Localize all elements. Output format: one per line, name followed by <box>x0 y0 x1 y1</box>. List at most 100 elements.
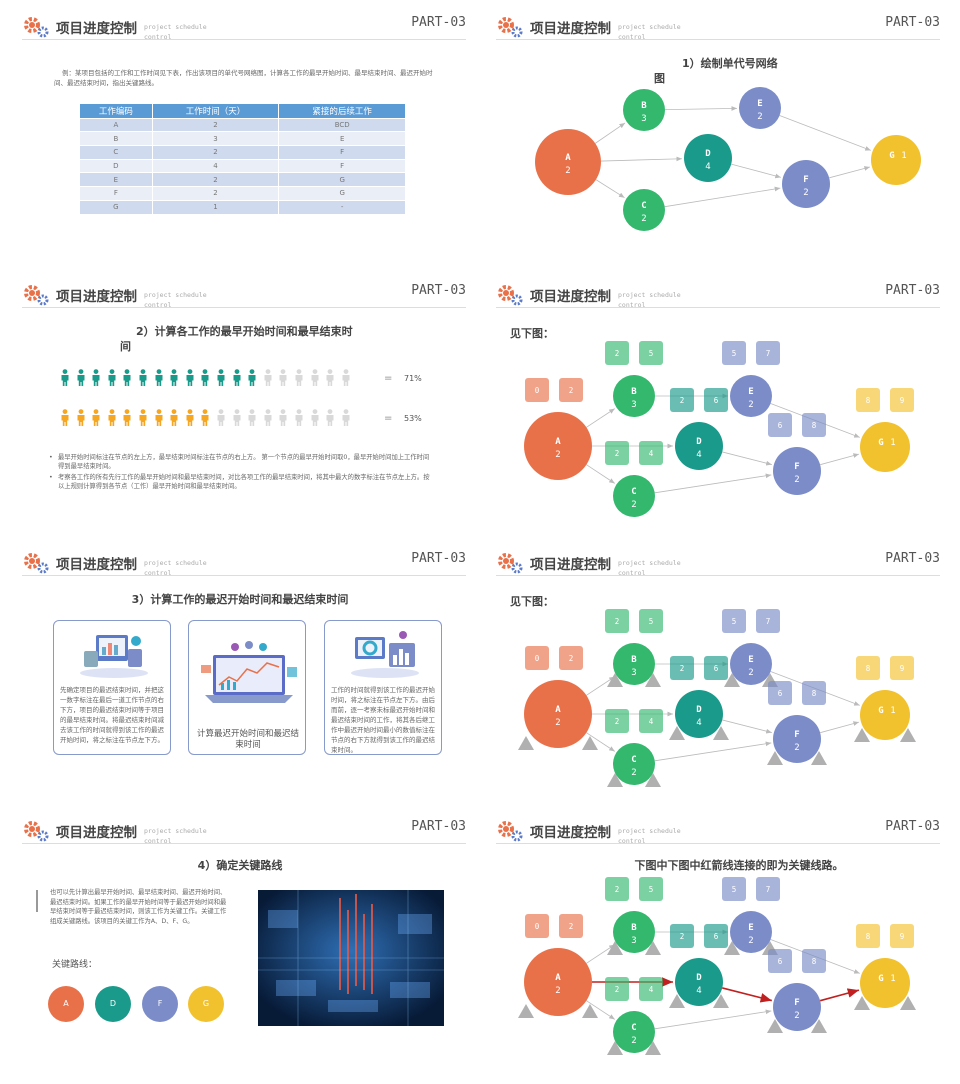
dashboard-illustration <box>80 635 148 678</box>
svg-text:3: 3 <box>641 114 646 124</box>
card-text: 计算最迟开始时间和最迟结束时间 <box>196 729 299 750</box>
early-finish-box: 7 <box>756 341 780 365</box>
node-b: 2 5 B 3 <box>605 341 663 417</box>
table-cell: F <box>278 158 406 173</box>
network-diagram: 0 2 A 2 2 5 B 3 2 4 C 2 2 6 D 4 5 7 E 2 6 8 F 2 8 9 G 1 <box>524 341 914 517</box>
slide-title-line2: 间 <box>120 340 131 353</box>
late-finish-marker <box>900 996 916 1010</box>
edge-D-F <box>731 163 781 179</box>
edge-B-E <box>664 106 738 111</box>
early-finish-box: 6 <box>704 924 728 948</box>
analytics-illustration <box>351 631 419 678</box>
early-start-box: 6 <box>768 413 792 437</box>
svg-text:F: F <box>794 998 799 1008</box>
early-finish-box: 5 <box>639 877 663 901</box>
quote-bar <box>36 890 38 912</box>
svg-text:7: 7 <box>766 349 771 358</box>
svg-text:2: 2 <box>680 664 685 673</box>
early-finish-box: 2 <box>559 646 583 670</box>
edge-A-B <box>595 122 626 144</box>
early-finish-box: 4 <box>639 709 663 733</box>
table-cell: G <box>80 199 153 214</box>
early-start-box: 6 <box>768 681 792 705</box>
node-b: 2 5 B 3 <box>605 877 663 955</box>
early-finish-box: 9 <box>890 656 914 680</box>
early-finish-box: 8 <box>802 681 826 705</box>
svg-text:2: 2 <box>641 214 646 224</box>
svg-text:2: 2 <box>794 743 799 753</box>
card-text: 工作的时间就得到该工作的最迟开始时间，将之标注在节点左下方。由后而前，逐一考察未… <box>331 686 435 754</box>
edge-E-G <box>779 115 871 151</box>
slide-3: 项目进度控制 project schedule control PART-03 … <box>0 268 474 536</box>
table-cell: E <box>278 131 406 146</box>
svg-text:2: 2 <box>569 654 574 663</box>
late-start-marker <box>607 941 623 955</box>
svg-text:5: 5 <box>649 885 654 894</box>
header-title: 项目进度控制 <box>530 825 611 841</box>
svg-text:F: F <box>794 462 799 472</box>
early-finish-box: 9 <box>890 388 914 412</box>
svg-text:9: 9 <box>900 932 905 941</box>
slide-8: 项目进度控制 project schedule control PART-03 … <box>474 804 948 1072</box>
svg-text:3: 3 <box>631 668 636 678</box>
percent-label-2: 53% <box>404 414 422 423</box>
slide-5: 项目进度控制 project schedule control PART-03 … <box>0 536 474 804</box>
svg-text:0: 0 <box>535 654 540 663</box>
slide-title-line1: 2）计算各工作的最早开始时间和最早结束时 <box>136 325 353 338</box>
svg-text:4: 4 <box>649 717 654 726</box>
svg-text:4: 4 <box>696 986 701 996</box>
svg-text:4: 4 <box>649 449 654 458</box>
edge-F-G <box>820 721 860 734</box>
svg-text:2: 2 <box>748 936 753 946</box>
svg-text:2: 2 <box>615 885 620 894</box>
table-cell: B <box>80 131 153 146</box>
table-cell: F <box>80 185 153 201</box>
late-finish-marker <box>582 736 598 750</box>
edge-A-C <box>586 732 616 752</box>
svg-text:G: G <box>889 151 894 161</box>
node-b: B3 <box>623 89 665 131</box>
early-start-box: 5 <box>722 609 746 633</box>
svg-text:8: 8 <box>812 421 817 430</box>
svg-text:5: 5 <box>649 617 654 626</box>
edge-C-F <box>654 741 772 762</box>
early-finish-box: 8 <box>802 413 826 437</box>
early-finish-box: 4 <box>639 441 663 465</box>
table-cell: 2 <box>152 172 280 187</box>
laptop-illustration <box>201 641 297 703</box>
svg-text:5: 5 <box>732 349 737 358</box>
percent-label-1: 71% <box>404 374 422 383</box>
node-a: 0 2 A 2 <box>518 646 598 750</box>
card-3: 工作的时间就得到该工作的最迟开始时间，将之标注在节点左下方。由后而前，逐一考察未… <box>324 620 442 755</box>
early-finish-box: 6 <box>704 388 728 412</box>
equals-sign: = <box>384 373 393 384</box>
header-title: 项目进度控制 <box>530 21 611 37</box>
svg-text:1: 1 <box>890 974 895 984</box>
svg-text:2: 2 <box>615 449 620 458</box>
early-start-box: 2 <box>605 441 629 465</box>
table-cell: 2 <box>152 144 280 160</box>
header-subtitle: project schedule control <box>144 559 207 577</box>
svg-text:2: 2 <box>631 1036 636 1046</box>
slide-title: 4）确定关键路线 <box>197 859 283 872</box>
path-node-f: F <box>142 986 178 1022</box>
header-title: 项目进度控制 <box>56 289 137 305</box>
header-title: 项目进度控制 <box>530 289 611 305</box>
slide-title-line1: 1）绘制单代号网络 <box>682 57 778 70</box>
path-node-d: D <box>95 986 131 1022</box>
svg-text:E: E <box>748 387 753 397</box>
header-subtitle: project schedule control <box>144 827 207 845</box>
edge-C-F <box>654 473 772 494</box>
node-c: 2 4 C 2 <box>605 441 663 517</box>
node-e: 5 7 E 2 <box>722 877 780 955</box>
node-g: 8 9 G 1 <box>854 656 916 742</box>
svg-text:6: 6 <box>714 396 719 405</box>
early-start-box: 2 <box>605 709 629 733</box>
table-cell: G <box>278 172 406 187</box>
late-finish-marker <box>582 1004 598 1018</box>
header-title: 项目进度控制 <box>530 557 611 573</box>
slide-header: 项目进度控制 project schedule control PART-03 <box>474 804 948 848</box>
network-diagram: 0 2 A 2 2 5 B 3 2 4 C 2 2 6 D 4 5 7 E 2 6 8 F 2 8 9 G 1 <box>518 877 916 1055</box>
card-1: 先确定项目的最迟结束时间，并把这一数字标注在最后一道工作节点的右下方，项目的最迟… <box>53 620 171 755</box>
